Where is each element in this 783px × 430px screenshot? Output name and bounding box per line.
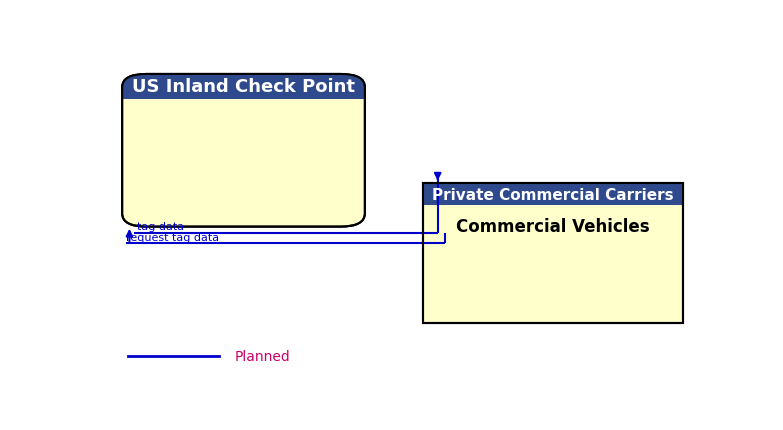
FancyBboxPatch shape	[122, 75, 365, 100]
Text: request tag data: request tag data	[126, 232, 219, 242]
Bar	[423, 184, 684, 206]
Text: Planned: Planned	[234, 349, 290, 363]
Text: tag data: tag data	[137, 222, 184, 232]
Text: Commercial Vehicles: Commercial Vehicles	[456, 217, 650, 235]
FancyBboxPatch shape	[122, 75, 365, 227]
Text: US Inland Check Point: US Inland Check Point	[132, 78, 355, 96]
Bar	[423, 184, 684, 323]
Bar	[122, 87, 365, 100]
Text: Private Commercial Carriers: Private Commercial Carriers	[432, 187, 674, 202]
Bar	[423, 184, 684, 323]
